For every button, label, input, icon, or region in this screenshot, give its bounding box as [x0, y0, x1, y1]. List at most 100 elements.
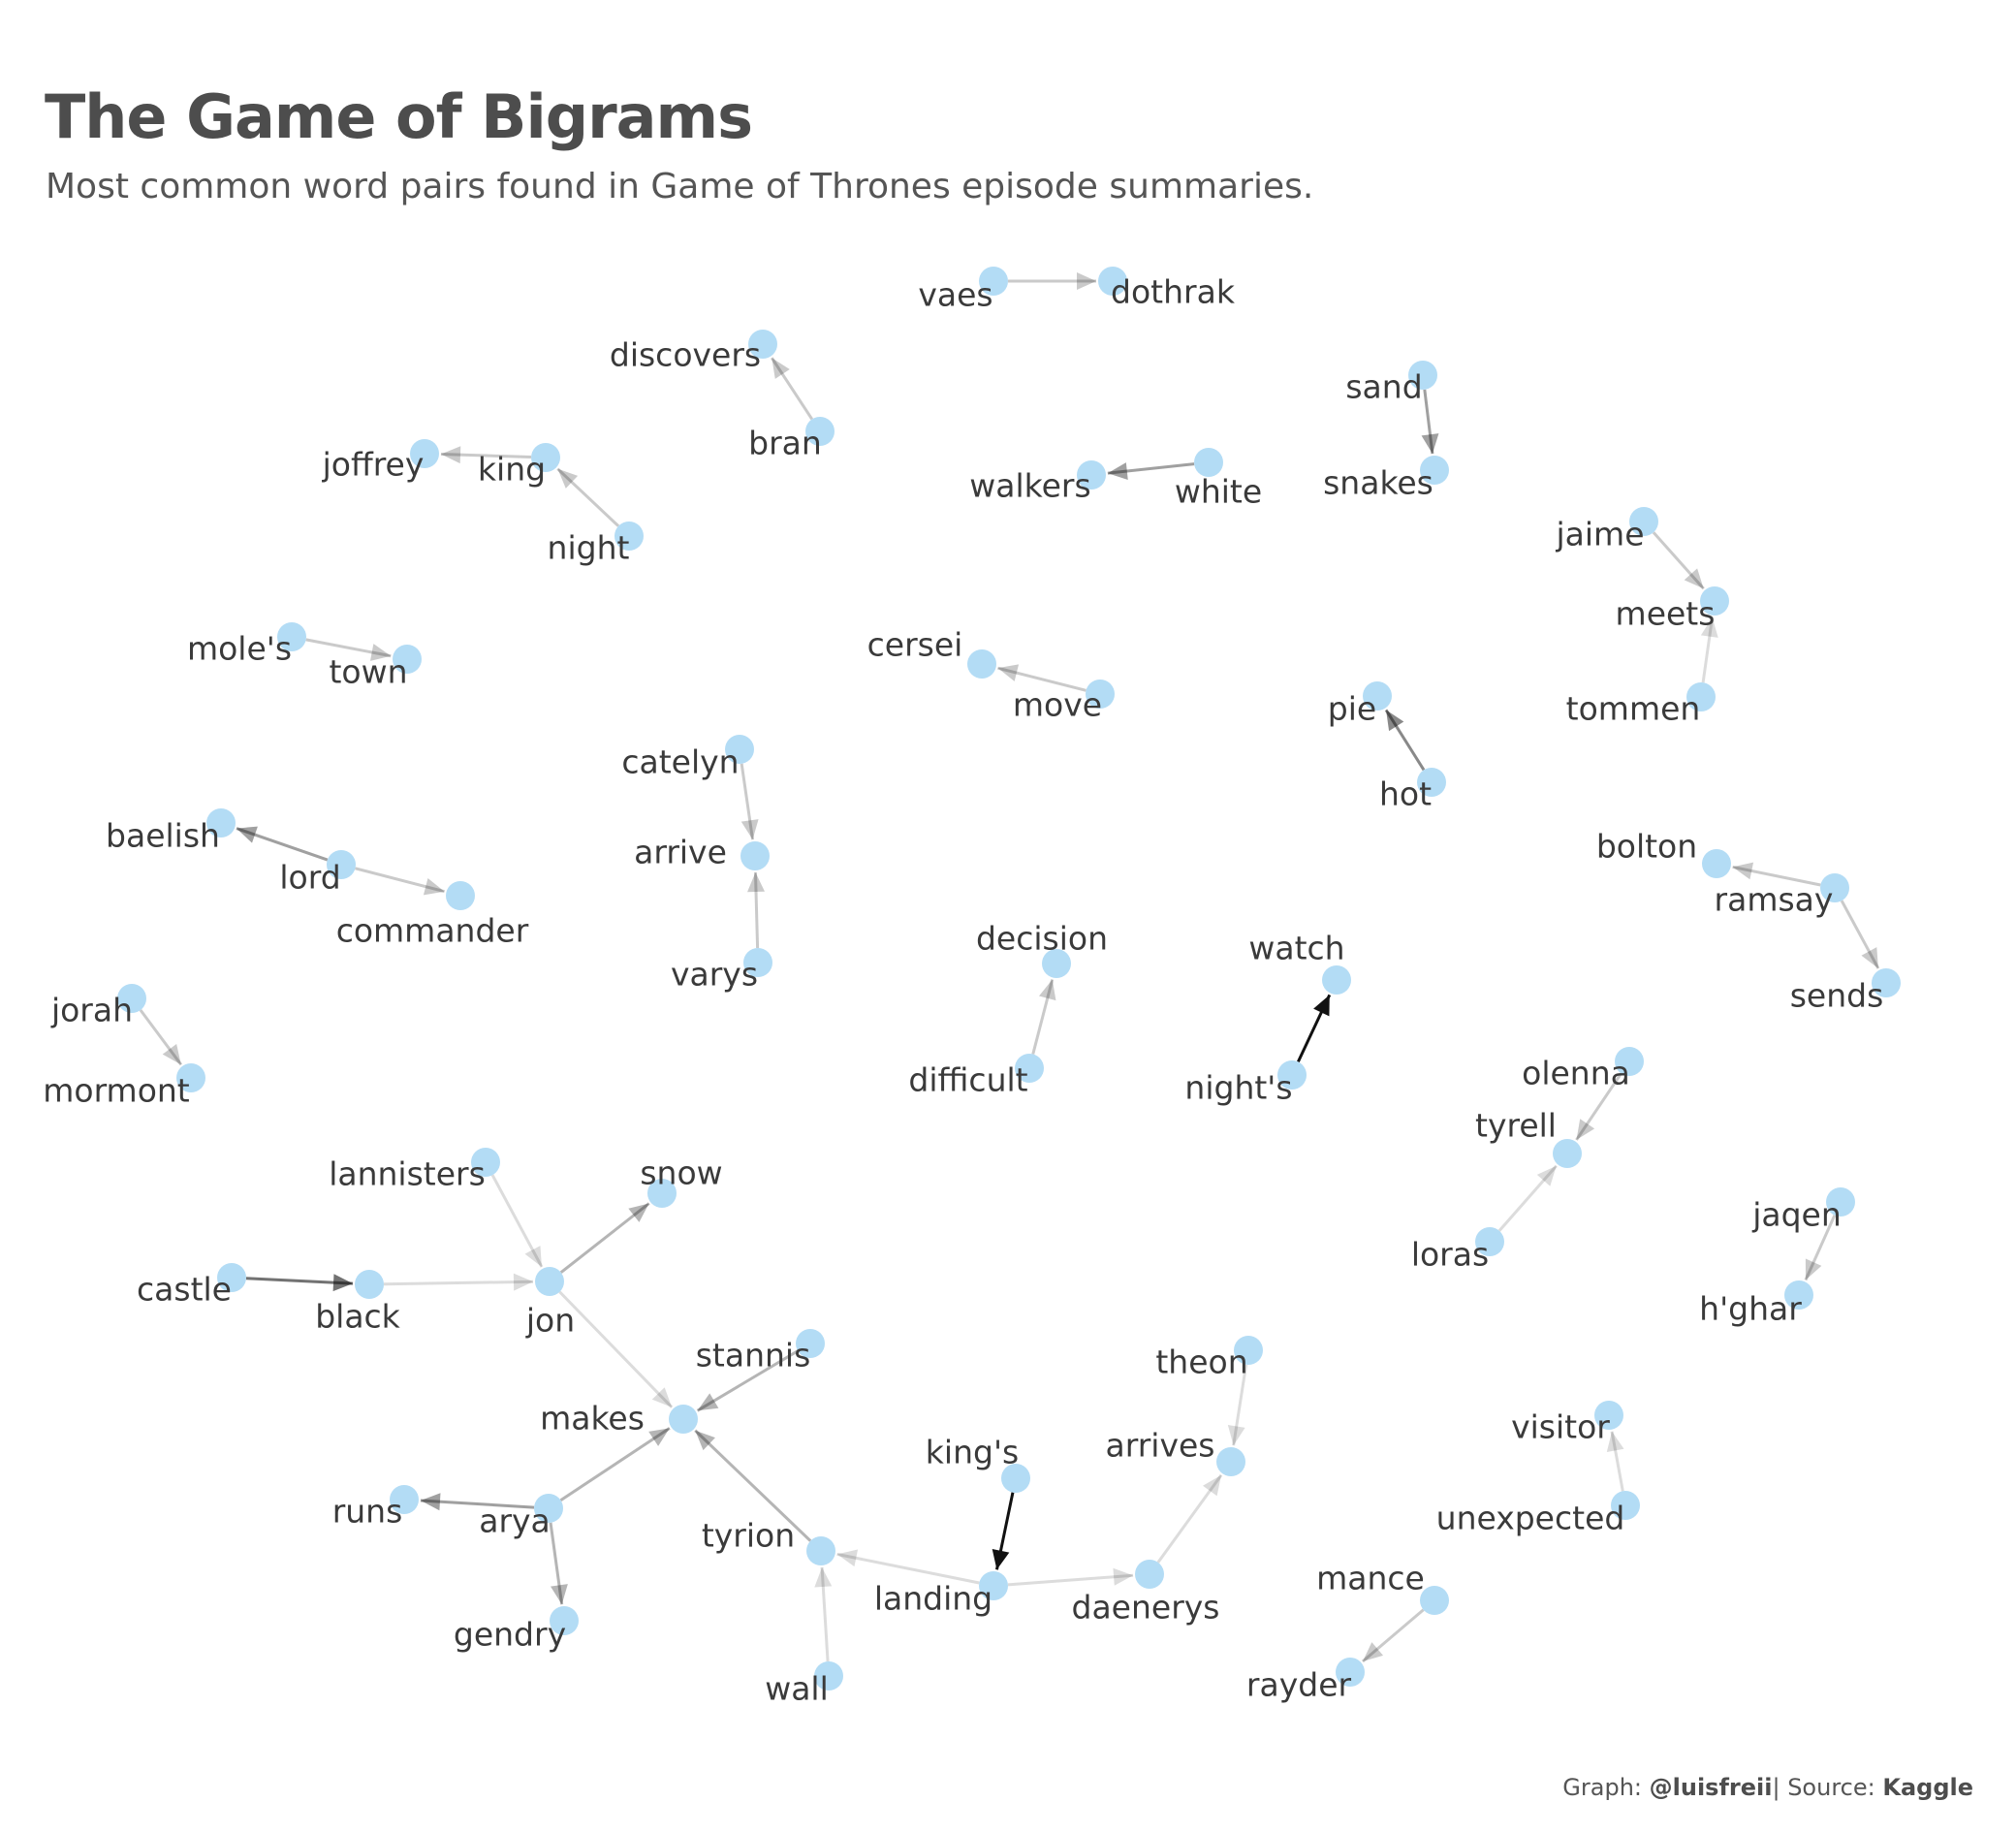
- edge-bran-discovers: [771, 357, 814, 421]
- node-label-jon: jon: [525, 1302, 575, 1340]
- node-catelyn: [725, 735, 754, 764]
- node-label-town: town: [329, 653, 407, 691]
- node-label-arrives: arrives: [1106, 1427, 1215, 1465]
- node-label-baelish: baelish: [106, 817, 220, 855]
- node-label-watch: watch: [1248, 930, 1344, 967]
- arrowhead-lord-commander: [423, 877, 445, 896]
- node-label-snow: snow: [640, 1154, 722, 1192]
- node-pie: [1363, 681, 1392, 711]
- node-label-commander: commander: [336, 912, 529, 950]
- node-dothrak: [1098, 267, 1127, 296]
- node-label-mance: mance: [1316, 1560, 1425, 1597]
- node-night: [614, 521, 644, 551]
- arrowhead-night-king: [557, 468, 579, 489]
- edge-varys-arrive: [753, 871, 760, 949]
- arrowhead-catelyn-arrive: [740, 819, 759, 840]
- node-label-decision: decision: [976, 920, 1108, 958]
- label-layer: vaes dothrak discovers bran sand snakes joffre…: [43, 273, 1883, 1708]
- node-bolton: [1702, 849, 1731, 878]
- node-arrive: [740, 841, 770, 870]
- arrowhead-theon-arrives: [1227, 1425, 1245, 1446]
- edge-catelyn-arrive: [740, 763, 755, 840]
- node-label-landing: landing: [874, 1580, 992, 1618]
- arrowhead-jon-makes: [651, 1387, 673, 1407]
- node-visitor: [1594, 1401, 1623, 1430]
- edge-difficult-decision: [1031, 979, 1055, 1055]
- arrowhead-arya-gendry: [551, 1584, 568, 1605]
- node-label-move: move: [1013, 686, 1102, 724]
- arrowhead-jaime-meets: [1684, 568, 1704, 589]
- edge-ramsay-bolton: [1732, 865, 1821, 887]
- node-watch: [1322, 965, 1351, 995]
- node-label-stannis: stannis: [696, 1337, 811, 1375]
- arrowhead-ramsay-bolton: [1732, 862, 1754, 880]
- arrowhead-stannis-makes: [697, 1393, 719, 1411]
- arrowhead-sand-snakes: [1421, 433, 1439, 455]
- node-jaqen: [1826, 1187, 1855, 1217]
- node-difficult: [1015, 1054, 1044, 1083]
- edge-wall-tyrion: [820, 1566, 830, 1662]
- edge-black-jon: [383, 1280, 534, 1286]
- node-label-loras: loras: [1411, 1236, 1489, 1274]
- arrowhead-vaes-dothrak: [1077, 272, 1096, 290]
- edge-lord-baelish: [236, 827, 329, 862]
- node-mormont: [176, 1063, 205, 1092]
- node-makes: [669, 1405, 698, 1434]
- arrowhead-varys-arrive: [747, 871, 766, 893]
- edge-jorah-mormont: [139, 1009, 183, 1066]
- edge-tyrion-makes: [694, 1429, 812, 1542]
- node-landing: [979, 1571, 1008, 1600]
- node-label-lannisters: lannisters: [329, 1155, 486, 1193]
- node-label-mormont: mormont: [43, 1072, 190, 1110]
- edge-olenna-tyrell: [1575, 1072, 1622, 1141]
- caption-graph-prefix: Graph:: [1562, 1774, 1650, 1801]
- node-label-black: black: [315, 1298, 400, 1336]
- node-label-walkers: walkers: [969, 467, 1090, 505]
- node-vaes: [979, 267, 1008, 296]
- edge-jon-makes: [558, 1290, 674, 1408]
- node-label-jaqen: jaqen: [1751, 1196, 1842, 1234]
- arrowhead-unexpected-visitor: [1606, 1431, 1624, 1453]
- arrowhead-olenna-tyrell: [1576, 1119, 1595, 1140]
- node-label-tyrion: tyrion: [702, 1517, 795, 1555]
- arrowhead-wall-tyrion: [814, 1566, 833, 1588]
- caption-source: Kaggle: [1882, 1774, 1973, 1801]
- node-sends: [1872, 968, 1901, 997]
- arrowhead-arya-makes: [648, 1428, 670, 1446]
- node-label-theon: theon: [1155, 1343, 1247, 1381]
- arrowhead-jaqen-hghar: [1805, 1258, 1822, 1280]
- node-bran: [805, 417, 835, 446]
- edge-moles-town: [305, 638, 392, 658]
- node-label-arrive: arrive: [634, 834, 727, 871]
- node-stannis: [796, 1329, 825, 1358]
- arrowhead-difficult-decision: [1039, 979, 1056, 1001]
- node-label-tyrell: tyrell: [1475, 1107, 1557, 1145]
- node-snakes: [1420, 456, 1449, 485]
- edge-daenerys-arrives: [1156, 1473, 1223, 1564]
- node-label-difficult: difficult: [908, 1061, 1027, 1099]
- edge-tommen-meets: [1701, 616, 1715, 683]
- chart-title: The Game of Bigrams: [45, 81, 753, 152]
- node-rayder: [1336, 1658, 1365, 1687]
- arrowhead-landing-tyrion: [836, 1549, 859, 1567]
- node-black: [355, 1270, 384, 1299]
- edge-lord-commander: [355, 867, 445, 894]
- node-label-unexpected: unexpected: [1436, 1500, 1625, 1537]
- node-label-gendry: gendry: [454, 1616, 566, 1654]
- node-label-snakes: snakes: [1323, 464, 1433, 502]
- edge-move-cersei: [997, 666, 1087, 692]
- node-label-meets: meets: [1616, 595, 1716, 633]
- node-castle: [217, 1263, 246, 1292]
- arrowhead-bran-discovers: [772, 358, 790, 379]
- node-label-night: night: [548, 529, 630, 567]
- edge-landing-tyrion: [836, 1552, 980, 1585]
- node-town: [393, 645, 422, 674]
- node-kings: [1001, 1464, 1030, 1493]
- arrowhead-lannisters-jon: [524, 1246, 542, 1268]
- node-label-vaes: vaes: [918, 276, 992, 314]
- node-hghar: [1784, 1280, 1813, 1310]
- node-sand: [1408, 361, 1437, 390]
- node-nights: [1277, 1060, 1307, 1090]
- node-jaime: [1629, 507, 1658, 536]
- arrowhead-daenerys-arrives: [1203, 1474, 1222, 1497]
